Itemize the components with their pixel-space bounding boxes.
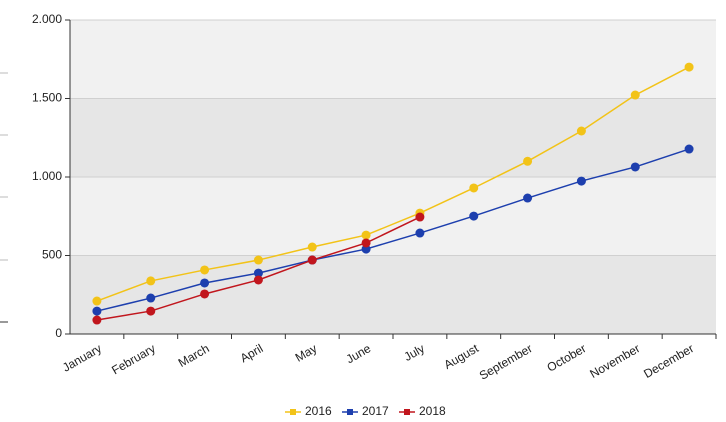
x-tick-label: January (60, 341, 104, 374)
data-point (146, 276, 156, 286)
data-point (253, 275, 263, 285)
y-tick-label: 1.000 (32, 169, 62, 183)
y-tick-label: 0 (55, 326, 62, 340)
data-point (200, 289, 210, 299)
left-edge (0, 72, 8, 323)
x-tick-label: July (402, 341, 427, 364)
data-point (253, 255, 263, 265)
x-tick-label: December (641, 341, 696, 381)
data-point (200, 265, 210, 275)
plot-band (70, 177, 716, 256)
x-tick-label: November (587, 341, 642, 381)
series-line (96, 66, 690, 302)
data-point (576, 126, 586, 136)
plot-band (70, 98, 716, 177)
x-tick-label: August (441, 341, 481, 372)
x-tick-label: May (293, 341, 320, 364)
legend-label: 2017 (362, 404, 389, 418)
data-point (523, 193, 533, 203)
data-point (146, 306, 156, 316)
data-point (361, 230, 371, 240)
legend-label: 2016 (305, 404, 332, 418)
data-point (200, 278, 210, 288)
data-point (684, 62, 694, 72)
data-point (684, 144, 694, 154)
series-line (96, 148, 690, 312)
data-point (469, 183, 479, 193)
data-point (361, 238, 371, 248)
data-point (253, 268, 263, 278)
data-point (415, 228, 425, 238)
data-point (576, 176, 586, 186)
data-point (415, 212, 425, 222)
data-point (92, 296, 102, 306)
data-point (307, 255, 317, 265)
x-tick-label: April (238, 341, 266, 365)
data-point (630, 90, 640, 100)
legend-marker (404, 409, 410, 415)
data-point (92, 306, 102, 316)
y-tick-label: 2.000 (32, 12, 62, 26)
plot-band (70, 255, 716, 334)
data-point (307, 242, 317, 252)
x-tick-label: June (344, 341, 374, 366)
legend-marker (290, 409, 296, 415)
y-tick-label: 1.500 (32, 91, 62, 105)
x-tick-label: October (545, 341, 589, 374)
x-tick-label: September (477, 341, 535, 382)
x-tick-label: February (109, 341, 158, 377)
data-point (146, 293, 156, 303)
legend-label: 2018 (419, 404, 446, 418)
legend-marker (347, 409, 353, 415)
data-point (630, 162, 640, 172)
y-tick-label: 500 (42, 248, 62, 262)
x-tick-label: March (176, 341, 212, 370)
data-point (469, 211, 479, 221)
plot-band (70, 20, 716, 99)
data-point (523, 156, 533, 166)
data-point (92, 315, 102, 325)
